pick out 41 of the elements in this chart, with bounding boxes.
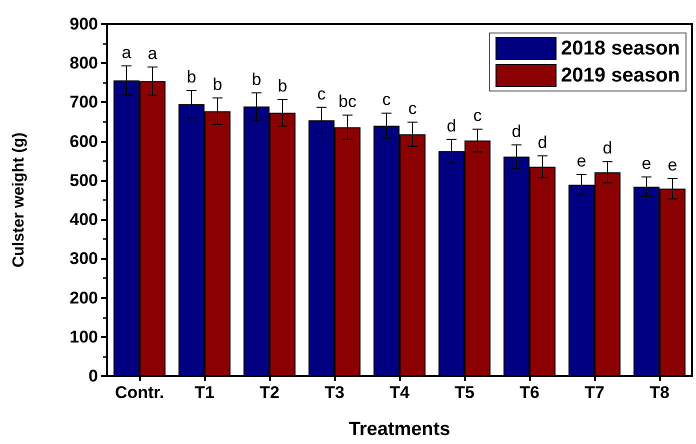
y-tick-label: 500	[70, 170, 98, 190]
data-label: c	[317, 84, 326, 104]
x-tick-label: T8	[650, 383, 670, 402]
y-tick-label: 700	[70, 92, 98, 112]
x-tick-label: T3	[324, 383, 344, 402]
data-label: a	[122, 42, 132, 62]
legend-label: 2019 season	[561, 64, 680, 86]
y-tick-label: 300	[70, 249, 98, 268]
x-tick-label: Contr.	[114, 383, 164, 402]
data-label: c	[473, 106, 482, 126]
y-tick-label: 100	[70, 327, 98, 346]
y-axis-title: Culster weight (g)	[10, 132, 28, 268]
data-label: b	[212, 74, 222, 94]
x-tick-label: T7	[584, 383, 604, 402]
data-label: d	[538, 132, 548, 152]
data-label: c	[408, 99, 418, 118]
data-label: d	[446, 116, 456, 136]
x-tick-label: T1	[194, 383, 214, 402]
y-tick-label: 400	[70, 210, 98, 230]
x-axis-title: Treatments	[348, 419, 450, 440]
x-tick-label: T2	[260, 383, 280, 402]
data-label: e	[668, 155, 678, 174]
y-tick-label: 800	[70, 54, 98, 73]
data-label: c	[382, 90, 392, 110]
data-label: e	[642, 154, 652, 173]
x-tick-label: T4	[390, 383, 410, 402]
x-tick-label: T6	[520, 383, 540, 402]
legend-label: 2018 season	[561, 38, 680, 60]
x-tick-label: T5	[454, 383, 474, 402]
data-label: bc	[338, 92, 357, 112]
data-label: b	[186, 67, 196, 86]
y-tick-label: 200	[70, 288, 98, 308]
data-label: d	[512, 122, 522, 141]
y-tick-label: 0	[88, 366, 98, 386]
y-tick-label: 900	[70, 14, 98, 34]
data-label: b	[252, 70, 262, 89]
y-tick-label: 600	[70, 132, 98, 151]
data-label: e	[576, 152, 586, 171]
data-label: a	[148, 44, 158, 64]
data-label: b	[278, 76, 288, 96]
data-label: d	[602, 138, 612, 158]
